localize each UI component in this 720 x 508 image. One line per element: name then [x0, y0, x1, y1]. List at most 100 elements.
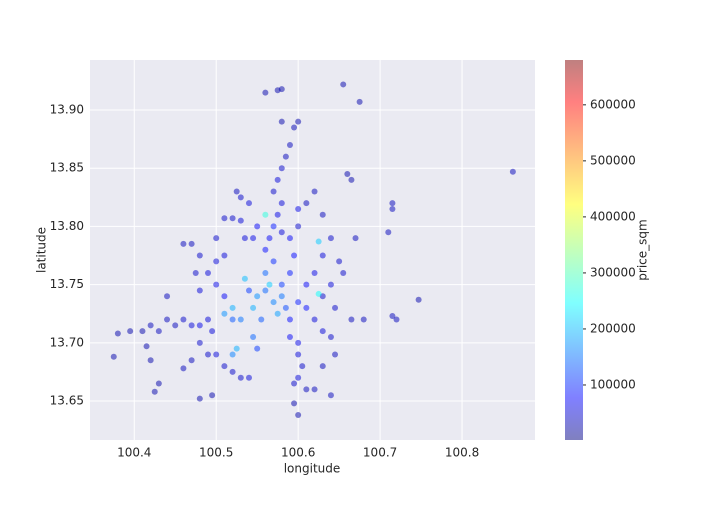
point	[311, 269, 318, 276]
point	[356, 98, 363, 105]
point	[254, 293, 261, 300]
point	[344, 171, 351, 178]
point	[180, 316, 187, 323]
point	[155, 328, 162, 335]
point	[254, 345, 261, 352]
point	[315, 238, 322, 245]
point	[286, 333, 293, 340]
point	[127, 328, 134, 335]
point	[352, 235, 359, 242]
point	[286, 269, 293, 276]
point	[254, 223, 261, 230]
point	[180, 240, 187, 247]
point	[151, 388, 158, 395]
point	[262, 287, 269, 294]
point	[139, 328, 146, 335]
point	[303, 281, 310, 288]
x-tick-label: 100.5	[199, 446, 233, 460]
point	[237, 374, 244, 381]
point	[327, 333, 334, 340]
plot-area	[90, 60, 535, 440]
colorbar-tick-label: 200000	[590, 321, 636, 335]
point	[295, 374, 302, 381]
point	[237, 217, 244, 224]
point	[250, 235, 257, 242]
point	[291, 380, 298, 387]
point	[295, 223, 302, 230]
point	[393, 316, 400, 323]
point	[295, 205, 302, 212]
point	[209, 328, 216, 335]
point	[196, 322, 203, 329]
point	[295, 351, 302, 358]
point	[229, 316, 236, 323]
x-tick-label: 100.7	[363, 446, 397, 460]
y-tick-label: 13.85	[50, 161, 84, 175]
y-tick-label: 13.70	[50, 335, 84, 349]
x-tick-label: 100.4	[117, 446, 151, 460]
point	[164, 293, 171, 300]
point	[266, 235, 273, 242]
point	[295, 299, 302, 306]
point	[360, 316, 367, 323]
point	[340, 269, 347, 276]
point	[233, 345, 240, 352]
point	[221, 293, 228, 300]
point	[250, 333, 257, 340]
point	[278, 281, 285, 288]
point	[340, 81, 347, 88]
point	[311, 386, 318, 393]
point	[205, 316, 212, 323]
point	[188, 240, 195, 247]
point	[147, 322, 154, 329]
point	[332, 304, 339, 311]
point	[147, 357, 154, 364]
point	[319, 363, 326, 370]
y-tick-label: 13.75	[50, 277, 84, 291]
y-tick-label: 13.65	[50, 394, 84, 408]
point	[205, 269, 212, 276]
colorbar-label: price_sqm	[636, 219, 650, 280]
point	[278, 86, 285, 93]
point	[241, 235, 248, 242]
point	[415, 296, 422, 303]
point	[188, 322, 195, 329]
point	[237, 316, 244, 323]
point	[385, 229, 392, 236]
x-axis-label: longitude	[284, 462, 341, 476]
point	[278, 200, 285, 207]
point	[258, 316, 265, 323]
point	[262, 89, 269, 96]
point	[270, 299, 277, 306]
point	[237, 194, 244, 201]
point	[348, 176, 355, 183]
point	[229, 368, 236, 375]
point	[274, 176, 281, 183]
x-tick-label: 100.8	[445, 446, 479, 460]
colorbar	[565, 60, 583, 440]
point	[262, 269, 269, 276]
point	[270, 188, 277, 195]
point	[270, 258, 277, 265]
point	[221, 215, 228, 222]
point	[278, 118, 285, 125]
point	[319, 252, 326, 259]
point	[286, 235, 293, 242]
point	[229, 351, 236, 358]
point	[291, 124, 298, 131]
point	[180, 365, 187, 372]
point	[291, 400, 298, 407]
point	[172, 322, 179, 329]
point	[229, 304, 236, 311]
point	[286, 141, 293, 148]
point	[336, 258, 343, 265]
point	[282, 304, 289, 311]
point	[311, 188, 318, 195]
point	[509, 168, 516, 175]
point	[164, 316, 171, 323]
x-tick-label: 100.6	[281, 446, 315, 460]
point	[332, 351, 339, 358]
point	[291, 252, 298, 259]
point	[274, 211, 281, 218]
